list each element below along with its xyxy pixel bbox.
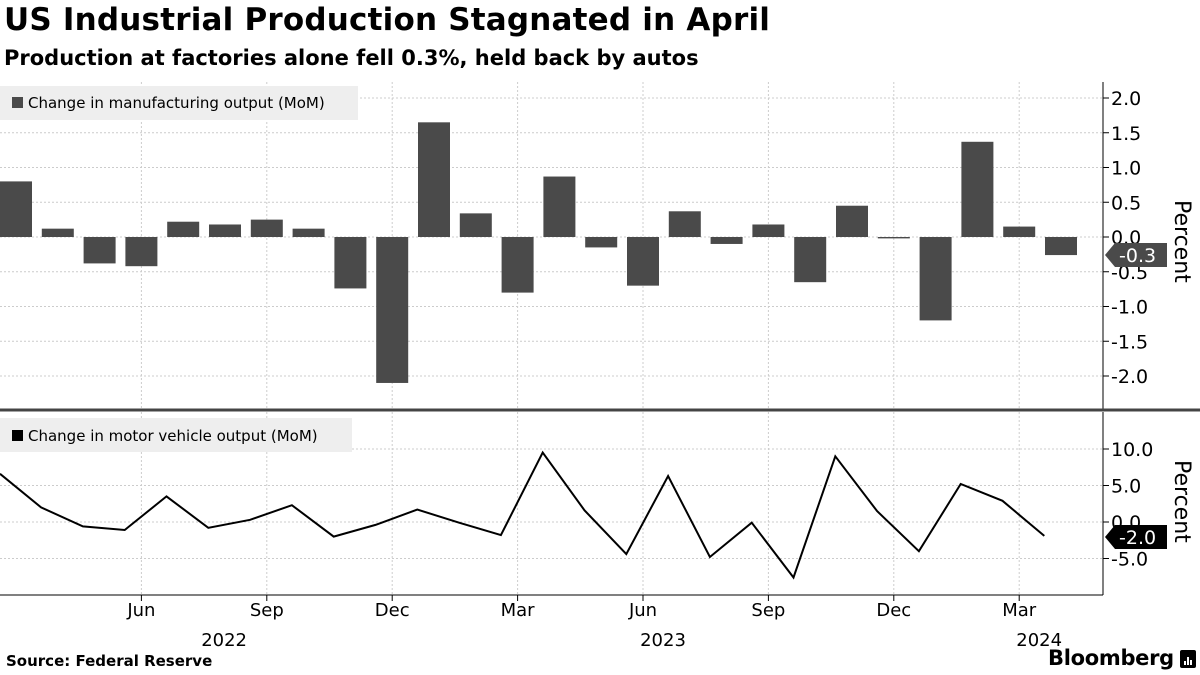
ytick-label-top: -1.0 xyxy=(1111,297,1148,319)
bar-2022-08 xyxy=(209,224,241,237)
legend-layer: Change in manufacturing output (MoM) Chan… xyxy=(0,86,358,452)
chart-title: US Industrial Production Stagnated in Ap… xyxy=(4,2,771,38)
legend-swatch-bar xyxy=(12,97,23,108)
bar-2023-12 xyxy=(877,237,910,239)
grid-layer xyxy=(0,82,1103,595)
xtick-label-month: Dec xyxy=(375,600,410,621)
ytick-label-top: 1.5 xyxy=(1111,123,1141,145)
bar-2022-11 xyxy=(334,237,367,289)
bar-2022-07 xyxy=(167,221,200,237)
ytick-label-top: -0.5 xyxy=(1111,262,1148,284)
ylabel-bottom: Percent xyxy=(1169,460,1194,543)
bar-2023-08 xyxy=(710,237,743,244)
xtick-label-month: Sep xyxy=(751,600,785,621)
callout-motor-vehicle-label: -2.0 xyxy=(1119,527,1156,549)
bar-2022-10 xyxy=(292,228,325,237)
chart-subtitle: Production at factories alone fell 0.3%,… xyxy=(4,46,699,70)
xtick-label-month: Jun xyxy=(126,600,155,621)
bar-2023-07 xyxy=(668,211,701,237)
bar-2022-04 xyxy=(41,228,74,237)
xtick-label-year: 2022 xyxy=(201,630,247,651)
legend-swatch-line xyxy=(12,430,23,441)
xtick-label-month: Dec xyxy=(876,600,911,621)
bar-2024-02 xyxy=(961,141,994,237)
bar-2023-06 xyxy=(627,237,659,286)
ytick-label-bottom: 5.0 xyxy=(1111,476,1141,498)
callout-manufacturing-tag xyxy=(1105,243,1167,267)
legend-box-top xyxy=(0,86,358,120)
ytick-label-top: 0.5 xyxy=(1111,192,1141,214)
line-series-layer xyxy=(0,450,1045,580)
callout-manufacturing-label: -0.3 xyxy=(1119,245,1156,267)
ytick-label-top: -1.5 xyxy=(1111,331,1148,353)
source-note: Source: Federal Reserve xyxy=(6,652,213,670)
xtick-label-month: Mar xyxy=(501,600,536,621)
ylabel-top: Percent xyxy=(1169,200,1194,283)
ytick-label-bottom: -5.0 xyxy=(1111,549,1148,571)
bar-2022-09 xyxy=(250,219,283,237)
bar-2023-04 xyxy=(543,176,576,237)
xtick-label-year: 2023 xyxy=(640,630,686,651)
ytick-label-top: -2.0 xyxy=(1111,366,1148,388)
callout-motor-vehicle-tag xyxy=(1105,525,1167,549)
xtick-label-year: 2024 xyxy=(1016,630,1062,651)
ytick-label-top: 1.0 xyxy=(1111,158,1141,180)
bar-2023-05 xyxy=(585,237,618,248)
bar-2022-03 xyxy=(0,181,32,237)
bar-2023-10 xyxy=(794,237,827,283)
bar-2023-01 xyxy=(418,122,450,237)
bar-2023-09 xyxy=(752,224,785,237)
bar-2023-02 xyxy=(459,213,492,237)
bar-2022-12 xyxy=(376,237,409,383)
legend-label-line: Change in motor vehicle output (MoM) xyxy=(28,427,318,445)
legend-box-bottom xyxy=(0,418,352,452)
bar-2024-03 xyxy=(1003,226,1036,237)
xtick-label-month: Sep xyxy=(250,600,284,621)
bar-2022-05 xyxy=(83,237,116,264)
bar-2022-06 xyxy=(125,237,158,267)
bar-2023-11 xyxy=(836,205,868,237)
motor-vehicle-line xyxy=(0,450,1045,580)
legend-label-bar: Change in manufacturing output (MoM) xyxy=(28,94,325,112)
bar-2024-04 xyxy=(1045,237,1077,256)
xtick-label-month: Jun xyxy=(628,600,657,621)
brand-logo-text: Bloomberg xyxy=(1048,646,1174,670)
bar-2023-03 xyxy=(501,237,534,293)
bar-2024-01 xyxy=(919,237,952,321)
xtick-label-month: Mar xyxy=(1002,600,1037,621)
callout-layer: -0.3 -2.0 xyxy=(1105,243,1167,549)
ytick-label-top: 2.0 xyxy=(1111,88,1141,110)
bar-series-layer xyxy=(0,122,1077,383)
ytick-label-bottom: 10.0 xyxy=(1111,439,1153,461)
bloomberg-chart-icon xyxy=(1180,650,1196,668)
